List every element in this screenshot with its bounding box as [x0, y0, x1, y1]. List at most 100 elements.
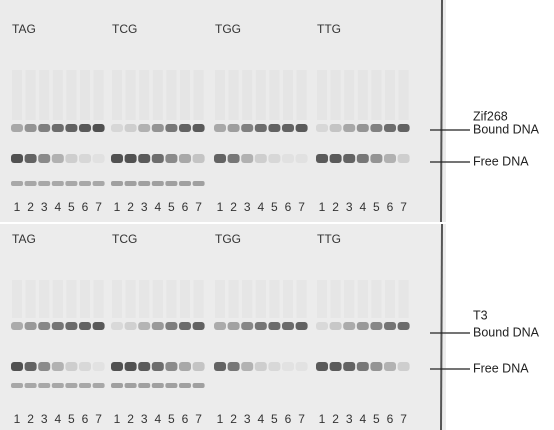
bound-label: Bound DNA: [473, 122, 540, 136]
bound-band: [111, 124, 123, 132]
bound-band: [397, 124, 410, 132]
lower-band: [192, 383, 205, 388]
lane-group-label: TTG: [317, 232, 341, 246]
smear: [93, 70, 104, 120]
lower-band: [138, 181, 151, 186]
bound-band: [24, 322, 37, 330]
lane-number: 3: [244, 200, 251, 214]
bound-band: [268, 322, 281, 330]
free-band: [214, 154, 226, 163]
lower-band: [24, 181, 37, 186]
lower-band: [192, 181, 205, 186]
lower-band: [165, 383, 178, 388]
smear: [193, 70, 204, 120]
lane-number: 2: [230, 200, 237, 214]
free-band: [179, 154, 191, 163]
free-band: [268, 154, 281, 163]
lower-band: [179, 181, 191, 186]
bound-band: [316, 322, 328, 330]
bound-band: [254, 322, 267, 330]
free-band: [138, 154, 151, 163]
lower-band: [92, 383, 105, 388]
bound-band: [138, 322, 151, 330]
lane-number: 4: [54, 412, 61, 426]
lane-number: 6: [387, 412, 394, 426]
lower-band: [111, 181, 123, 186]
smear: [357, 280, 368, 318]
lane-number: 4: [54, 200, 61, 214]
bound-band: [51, 124, 64, 132]
lane-number: 7: [195, 412, 202, 426]
smear: [255, 70, 266, 120]
lane-number: 3: [141, 200, 148, 214]
smear: [344, 70, 355, 120]
free-label: Free DNA: [473, 361, 529, 375]
lower-band: [138, 383, 151, 388]
bound-band: [38, 322, 51, 330]
bound-band: [384, 322, 396, 330]
free-band: [343, 154, 356, 163]
lane-number: 2: [230, 412, 237, 426]
lane-number: 1: [14, 412, 21, 426]
smear: [25, 70, 36, 120]
lane-number: 6: [82, 412, 89, 426]
lane-group-label: TTG: [317, 22, 341, 36]
free-band: [51, 362, 64, 371]
free-band: [24, 362, 37, 371]
bound-band: [11, 124, 23, 132]
smear: [125, 280, 136, 318]
lane-number: 6: [387, 200, 394, 214]
smear: [166, 280, 177, 318]
bound-band: [343, 322, 356, 330]
bound-band: [51, 322, 64, 330]
free-band: [214, 362, 226, 371]
lower-band: [79, 181, 91, 186]
lane-number: 2: [332, 200, 339, 214]
smear: [398, 280, 409, 318]
lane-number: 1: [114, 412, 121, 426]
lane-number: 7: [400, 200, 407, 214]
smear: [385, 70, 395, 120]
smear: [283, 70, 293, 120]
lane-group-label: TAG: [12, 22, 36, 36]
lower-band: [111, 383, 123, 388]
bound-band: [92, 124, 105, 132]
bound-band: [241, 322, 254, 330]
lower-band: [79, 383, 91, 388]
gel-edge: [440, 0, 443, 223]
bound-band: [214, 124, 226, 132]
free-label: Free DNA: [473, 154, 529, 168]
free-band: [138, 362, 151, 371]
smear: [12, 280, 22, 318]
free-band: [370, 362, 383, 371]
smear: [180, 280, 190, 318]
smear: [193, 280, 204, 318]
lane-number: 4: [154, 412, 161, 426]
lane-number: 2: [127, 412, 134, 426]
free-band: [268, 362, 281, 371]
bound-band: [214, 322, 226, 330]
smear: [139, 280, 150, 318]
lane-number: 5: [373, 200, 380, 214]
free-band: [227, 362, 240, 371]
free-band: [65, 154, 78, 163]
bound-band: [111, 322, 123, 330]
lane-number: 7: [195, 200, 202, 214]
lower-band: [38, 383, 51, 388]
lower-band: [51, 383, 64, 388]
lane-number: 3: [244, 412, 251, 426]
lane-number: 2: [27, 412, 34, 426]
bound-band: [151, 322, 164, 330]
bound-band: [227, 322, 240, 330]
lower-band: [51, 181, 64, 186]
lower-band: [65, 383, 78, 388]
smear: [80, 280, 90, 318]
free-band: [282, 154, 294, 163]
smear: [166, 70, 177, 120]
lower-band: [124, 383, 137, 388]
free-band: [165, 154, 178, 163]
smear: [357, 70, 368, 120]
bound-band: [165, 124, 178, 132]
bound-band: [38, 124, 51, 132]
free-band: [92, 154, 105, 163]
